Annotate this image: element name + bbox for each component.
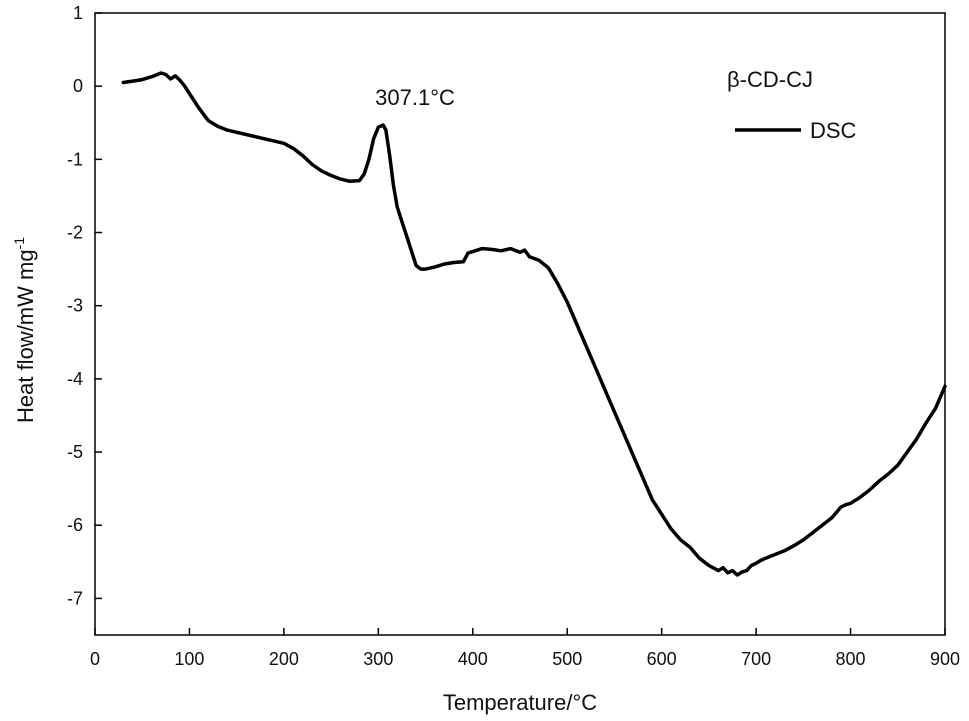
y-axis-title-superscript: -1 bbox=[11, 237, 27, 250]
series-line-dsc bbox=[121, 71, 947, 577]
x-tick-label-600: 600 bbox=[647, 649, 677, 669]
y-tick-label--6: -6 bbox=[67, 515, 83, 535]
x-tick-label-500: 500 bbox=[552, 649, 582, 669]
legend: β-CD-CJ DSC bbox=[727, 67, 857, 143]
x-axis-title: Temperature/°C bbox=[443, 690, 597, 715]
x-tick-label-700: 700 bbox=[741, 649, 771, 669]
x-tick-label-800: 800 bbox=[836, 649, 866, 669]
y-tick-label--4: -4 bbox=[67, 369, 83, 389]
x-tick-label-200: 200 bbox=[269, 649, 299, 669]
y-tick-label-1: 1 bbox=[73, 3, 83, 23]
y-tick-label--3: -3 bbox=[67, 296, 83, 316]
y-tick-label--1: -1 bbox=[67, 149, 83, 169]
legend-label-dsc: DSC bbox=[810, 118, 857, 143]
legend-title: β-CD-CJ bbox=[727, 67, 813, 92]
y-tick-label--2: -2 bbox=[67, 223, 83, 243]
x-tick-label-400: 400 bbox=[458, 649, 488, 669]
y-tick-label-0: 0 bbox=[73, 76, 83, 96]
peak-annotation: 307.1°C bbox=[375, 85, 455, 110]
x-tick-label-100: 100 bbox=[174, 649, 204, 669]
y-axis-title-main: Heat flow/mW mg bbox=[13, 249, 38, 423]
x-tick-label-900: 900 bbox=[930, 649, 960, 669]
plot-frame bbox=[94, 12, 946, 636]
series-layer bbox=[121, 71, 947, 577]
y-tick-label--7: -7 bbox=[67, 588, 83, 608]
y-tick-label--5: -5 bbox=[67, 442, 83, 462]
y-axis-title: Heat flow/mW mg-1 bbox=[11, 237, 38, 423]
x-tick-label-300: 300 bbox=[363, 649, 393, 669]
ticks: 0 100 200 300 400 500 600 700 800 900 1 0 -1 -2 -3 -4 -5… bbox=[67, 3, 960, 669]
axes bbox=[94, 12, 946, 636]
x-tick-label-0: 0 bbox=[90, 649, 100, 669]
